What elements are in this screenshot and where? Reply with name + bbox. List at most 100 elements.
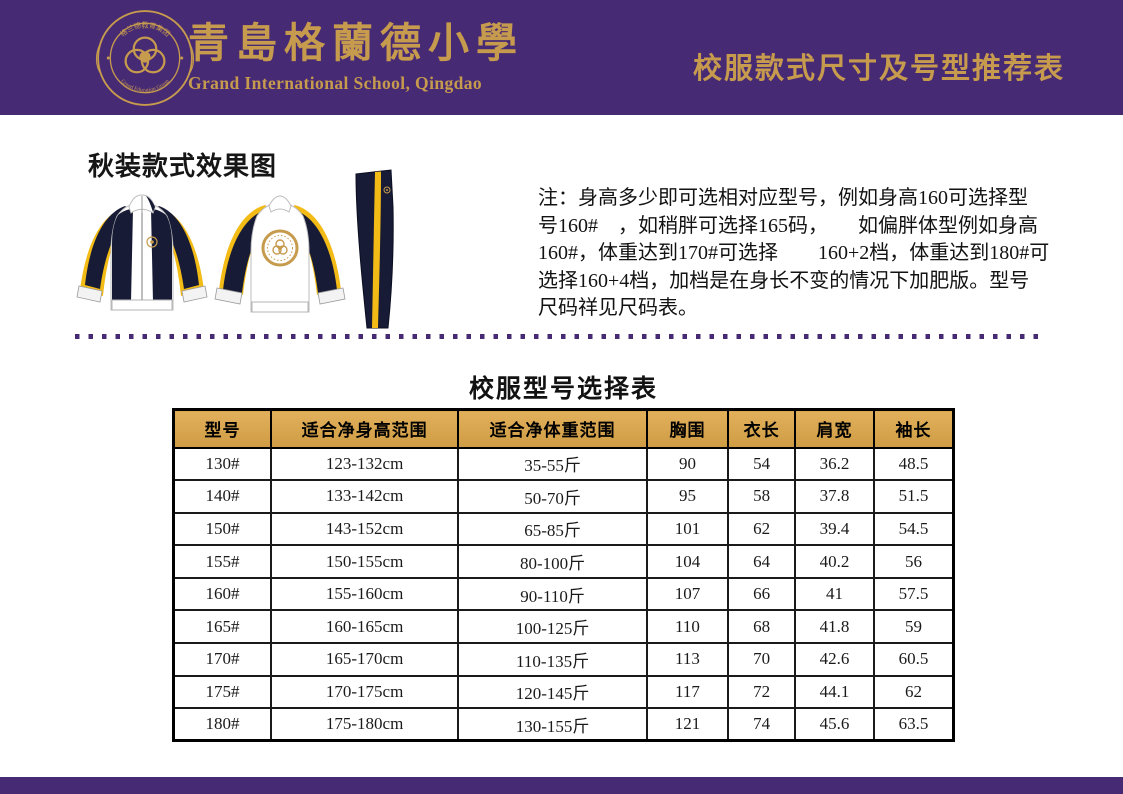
table-cell: 35-55斤	[457, 446, 648, 482]
school-name-block: 青島格蘭德小學 Grand International School, Qing…	[188, 18, 518, 94]
table-cell: 80-100斤	[457, 544, 648, 579]
table-row: 170# 165-170cm 110-135斤 113 70 42.6 60.5	[172, 642, 955, 677]
table-cell: 180#	[172, 707, 272, 742]
table-cell: 90-110斤	[457, 576, 648, 612]
school-logo-icon: 格兰德教育集团 Grand Education Group	[95, 10, 195, 106]
table-cell: 72	[727, 674, 797, 710]
table-cell: 113	[645, 642, 730, 677]
table-cell: 41.8	[794, 609, 875, 645]
table-cell: 155#	[172, 544, 272, 579]
note-line: 选择160+4档，加档是在身长不变的情况下加肥版。型号	[538, 269, 1030, 292]
column-header: 适合净体重范围	[457, 408, 648, 449]
pants-image	[355, 169, 394, 329]
table-cell: 121	[645, 707, 730, 742]
table-cell: 160-165cm	[269, 609, 460, 645]
table-cell: 59	[872, 609, 955, 645]
table-cell: 44.1	[794, 674, 875, 710]
table-row: 160# 155-160cm 90-110斤 107 66 41 57.5	[172, 576, 955, 612]
logo-arc-bottom-text: Grand Education Group	[119, 78, 170, 93]
page-title: 校服款式尺寸及号型推荐表	[692, 53, 1065, 85]
table-cell: 74	[727, 707, 797, 742]
table-cell: 41	[794, 576, 875, 612]
table-cell: 65-85斤	[457, 511, 648, 547]
table-cell: 101	[645, 511, 730, 547]
table-cell: 51.5	[872, 479, 955, 514]
school-name-en: Grand International School, Qingdao	[188, 73, 483, 93]
table-cell: 117	[645, 674, 730, 710]
table-cell: 64	[727, 544, 797, 579]
table-cell: 160#	[172, 576, 272, 612]
dotted-divider	[75, 334, 1041, 339]
jacket-back-image	[214, 195, 346, 313]
jacket-front-image	[76, 194, 208, 311]
table-cell: 133-142cm	[269, 479, 460, 514]
table-cell: 130#	[172, 446, 272, 482]
size-table-header-row: 型号 适合净身高范围 适合净体重范围 胸围 衣长 肩宽 袖长	[172, 408, 955, 449]
column-header: 适合净身高范围	[269, 408, 460, 449]
column-header: 肩宽	[794, 408, 875, 449]
table-cell: 165#	[172, 609, 272, 645]
table-row: 130# 123-132cm 35-55斤 90 54 36.2 48.5	[172, 446, 955, 482]
table-cell: 50-70斤	[457, 479, 648, 514]
note-line: 160#，体重达到170#可选择 160+2档，体重达到180#可	[538, 242, 1050, 265]
table-cell: 58	[727, 479, 797, 514]
table-cell: 40.2	[794, 544, 875, 579]
autumn-section-title: 秋装款式效果图	[88, 151, 278, 181]
size-table-body: 130# 123-132cm 35-55斤 90 54 36.2 48.5 140# 133-1…	[172, 446, 955, 742]
table-row: 175# 170-175cm 120-145斤 117 72 44.1 62	[172, 674, 955, 710]
table-cell: 57.5	[872, 576, 955, 612]
table-cell: 45.6	[794, 707, 875, 742]
table-cell: 42.6	[794, 642, 875, 677]
table-cell: 95	[645, 479, 730, 514]
table-row: 180# 175-180cm 130-155斤 121 74 45.6 63.5	[172, 707, 955, 742]
table-row: 165# 160-165cm 100-125斤 110 68 41.8 59	[172, 609, 955, 645]
table-cell: 104	[645, 544, 730, 579]
table-cell: 110-135斤	[457, 642, 648, 677]
table-cell: 170-175cm	[269, 674, 460, 710]
table-row: 140# 133-142cm 50-70斤 95 58 37.8 51.5	[172, 479, 955, 514]
table-cell: 54.5	[872, 511, 955, 547]
note-line: 尺码祥见尺码表。	[538, 297, 698, 320]
table-cell: 66	[727, 576, 797, 612]
table-cell: 90	[645, 446, 730, 482]
table-cell: 70	[727, 642, 797, 677]
table-cell: 155-160cm	[269, 576, 460, 612]
column-header: 衣长	[727, 408, 797, 449]
table-cell: 170#	[172, 642, 272, 677]
table-cell: 175#	[172, 674, 272, 710]
table-cell: 130-155斤	[457, 707, 648, 742]
table-cell: 39.4	[794, 511, 875, 547]
table-row: 155# 150-155cm 80-100斤 104 64 40.2 56	[172, 544, 955, 579]
table-cell: 143-152cm	[269, 511, 460, 547]
table-cell: 54	[727, 446, 797, 482]
table-cell: 165-170cm	[269, 642, 460, 677]
table-cell: 56	[872, 544, 955, 579]
table-cell: 120-145斤	[457, 674, 648, 710]
table-cell: 37.8	[794, 479, 875, 514]
table-cell: 123-132cm	[269, 446, 460, 482]
table-row: 150# 143-152cm 65-85斤 101 62 39.4 54.5	[172, 511, 955, 547]
sizing-note: 注：身高多少即可选相对应型号，例如身高160可选择型 号160# ，如稍胖可选择…	[538, 185, 1118, 323]
table-cell: 68	[727, 609, 797, 645]
table-cell: 60.5	[872, 642, 955, 677]
table-cell: 175-180cm	[269, 707, 460, 742]
column-header: 袖长	[872, 408, 955, 449]
table-cell: 63.5	[872, 707, 955, 742]
table-cell: 140#	[172, 479, 272, 514]
table-cell: 62	[727, 511, 797, 547]
svg-text:Grand Education Group: Grand Education Group	[119, 78, 170, 93]
table-cell: 62	[872, 674, 955, 710]
table-cell: 107	[645, 576, 730, 612]
school-name-zh: 青島格蘭德小學	[188, 19, 524, 67]
header-banner: 格兰德教育集团 Grand Education Group 青島格蘭德小學 Gr…	[0, 0, 1123, 115]
note-line: 注：身高多少即可选相对应型号，例如身高160可选择型	[538, 187, 1028, 209]
table-cell: 110	[645, 609, 730, 645]
column-header: 胸围	[645, 408, 730, 449]
column-header: 型号	[172, 408, 272, 449]
size-table: 型号 适合净身高范围 适合净体重范围 胸围 衣长 肩宽 袖长 130# 123-132cm 35…	[172, 408, 955, 743]
table-cell: 150-155cm	[269, 544, 460, 579]
note-line: 号160# ，如稍胖可选择165码， 如偏胖体型例如身高	[538, 214, 1038, 237]
footer-bar	[0, 777, 1123, 794]
table-cell: 48.5	[872, 446, 955, 482]
